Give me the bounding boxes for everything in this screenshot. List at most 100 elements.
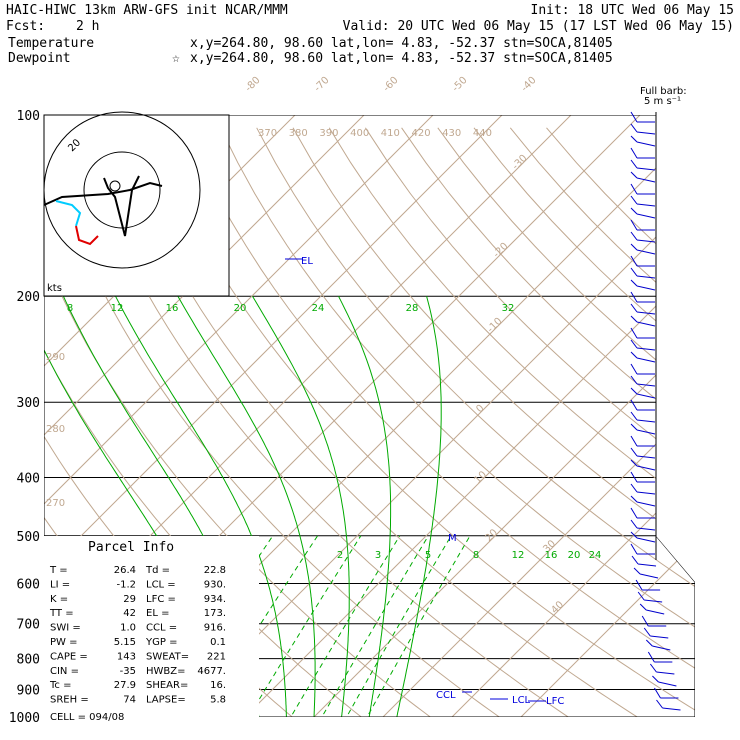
wind-barb-flag: [630, 255, 638, 267]
parcel-key: HWBZ=: [146, 666, 186, 677]
moist-adiabat-label: 8: [67, 303, 73, 314]
dry-adiabat-line: [183, 127, 695, 717]
mixing-ratio-label: 5: [425, 550, 431, 561]
theta-label: 400: [350, 128, 369, 139]
wind-barb-flag: [630, 531, 638, 539]
dry-adiabat-line: [147, 127, 695, 717]
mixing-ratio-label: 3: [375, 550, 381, 561]
mixing-ratio-label: 20: [568, 550, 581, 561]
parcel-key: CAPE =: [50, 651, 88, 662]
level-label-lcl: LCL: [512, 695, 531, 706]
parcel-key: Tc =: [49, 680, 71, 691]
wind-barb: [639, 573, 659, 579]
wind-barb-flag: [637, 591, 645, 601]
parcel-key: Td =: [145, 565, 170, 576]
mixing-ratio-label: 24: [589, 550, 602, 561]
wind-barb: [636, 429, 656, 435]
dry-adiabat-line: [75, 127, 588, 717]
wind-barb-flag: [630, 339, 638, 349]
pressure-label: 900: [17, 683, 40, 698]
wind-barb-flag: [630, 327, 638, 339]
wind-barb: [658, 681, 677, 687]
wind-barb-flag: [630, 267, 638, 277]
wind-barb-flag: [631, 555, 639, 565]
barb-key-line2: 5 m s⁻¹: [644, 96, 681, 107]
wind-barb: [636, 203, 656, 207]
parcel-value: 5.15: [114, 637, 136, 648]
wind-barb-flag: [641, 615, 649, 627]
parcel-key: LFC =: [146, 594, 176, 605]
moist-adiabat-line: [338, 295, 392, 717]
wind-barb-flag: [630, 243, 638, 251]
parcel-value: 930.: [204, 579, 226, 590]
isotherm-line: [300, 115, 695, 717]
parcel-value: 29: [123, 594, 136, 605]
parcel-value: 27.9: [114, 680, 136, 691]
pressure-label: 100: [17, 109, 40, 124]
dry-adiabat-line: [256, 127, 695, 717]
wind-barb-flag: [639, 603, 647, 611]
level-label-m: M: [448, 533, 457, 544]
wind-barb: [662, 707, 681, 711]
pressure-label: 700: [17, 618, 40, 633]
moist-adiabat-label: 32: [502, 303, 515, 314]
wind-barb: [636, 275, 656, 279]
parcel-key: YGP =: [145, 637, 177, 648]
dewpoint-location: x,y=264.80, 98.60 lat,lon= 4.83, -52.37 …: [190, 51, 613, 66]
theta-label: 390: [319, 128, 338, 139]
wind-barb: [636, 527, 656, 531]
parcel-key: SHEAR=: [146, 680, 188, 691]
dry-adiabat-line: [328, 127, 695, 717]
parcel-key: PW =: [50, 637, 77, 648]
isotherm-label: 10: [472, 469, 489, 486]
wind-barb-flag: [630, 207, 638, 215]
isotherm-label: -20: [491, 241, 510, 260]
pressure-label: 600: [17, 577, 40, 592]
wind-barb: [636, 347, 656, 351]
fcst-label: Fcst:: [6, 19, 45, 34]
wind-barb-flag: [630, 351, 638, 359]
temperature-location: x,y=264.80, 98.60 lat,lon= 4.83, -52.37 …: [190, 36, 613, 51]
parcel-key: SWI =: [50, 623, 81, 634]
parcel-info: Parcel Info T = 26.4 Td = 22.8 LI = -1.2 LCL = 9…: [44, 536, 259, 723]
wind-barb-flag: [630, 423, 638, 431]
hodograph-storm: [103, 175, 140, 237]
parcel-key: CCL =: [146, 623, 177, 634]
parcel-title: Parcel Info: [88, 540, 174, 555]
pressure-label: 400: [17, 471, 40, 486]
parcel-value: 42: [123, 608, 136, 619]
wind-barb-flag: [630, 447, 638, 457]
isotherm-label: -50: [450, 75, 469, 94]
isotherm-label: -40: [519, 75, 538, 94]
pressure-label: 800: [17, 653, 40, 668]
parcel-value: 4677.: [197, 666, 226, 677]
wind-barb: [650, 635, 669, 639]
hodograph-trace-mid: [55, 200, 82, 227]
wind-barb-flag: [630, 459, 638, 467]
wind-barb-flag: [630, 135, 638, 143]
wind-barb-flag: [630, 495, 638, 503]
dry-adiabat-line: [401, 127, 695, 717]
wind-barb: [636, 393, 656, 399]
parcel-key: T =: [49, 565, 68, 576]
wind-barb: [636, 357, 656, 363]
wind-barb: [636, 239, 656, 243]
wind-barb-flag: [633, 567, 641, 575]
wind-barb-flag: [630, 219, 638, 231]
wind-barb-flag: [630, 159, 638, 169]
wind-barb-flag: [630, 519, 638, 529]
wind-barb: [652, 645, 671, 651]
pressure-label: 1000: [9, 711, 40, 726]
wind-barb: [636, 321, 656, 327]
parcel-key: SREH =: [50, 695, 89, 706]
theta-label: 410: [381, 128, 400, 139]
wind-barb-flag: [630, 411, 638, 421]
isotherm-line: [162, 115, 695, 717]
wind-barb-flag: [630, 375, 638, 385]
dry-adiabat-line: [292, 127, 695, 717]
valid-line: Valid: 20 UTC Wed 06 May 15 (17 LST Wed …: [343, 19, 734, 34]
mixing-ratio-line: [339, 535, 452, 717]
mixing-ratio-label: 8: [473, 550, 479, 561]
parcel-value: -1.2: [116, 579, 136, 590]
wind-barb: [636, 177, 656, 183]
